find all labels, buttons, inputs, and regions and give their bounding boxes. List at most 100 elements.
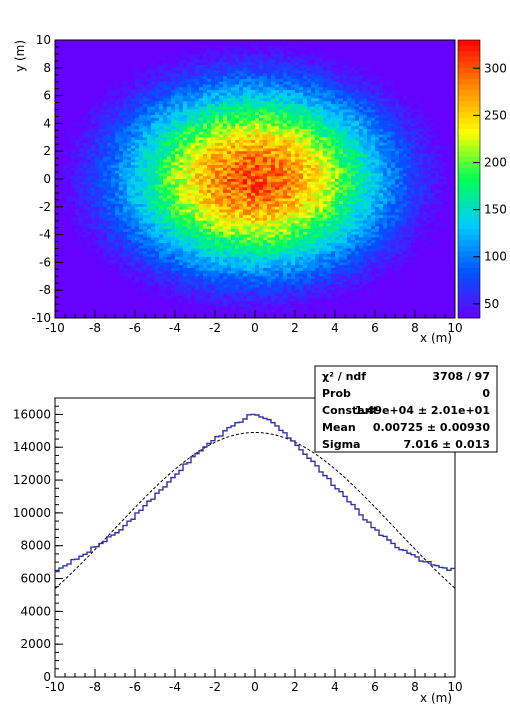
heatmap-cell: [235, 78, 240, 82]
heatmap-cell: [391, 140, 396, 144]
heatmap-cell: [243, 112, 248, 116]
heatmap-cell: [223, 51, 228, 55]
heatmap-cell: [399, 117, 404, 121]
heatmap-cell: [407, 45, 412, 49]
heatmap-cell: [363, 120, 368, 124]
heatmap-cell: [375, 90, 380, 94]
heatmap-cell: [135, 123, 140, 127]
heatmap-cell: [159, 145, 164, 149]
heatmap-cell: [163, 131, 168, 135]
heatmap-cell: [399, 153, 404, 158]
heatmap-cell: [99, 123, 104, 127]
heatmap-cell: [319, 42, 324, 46]
heatmap-cell: [123, 176, 128, 180]
heatmap-cell: [295, 67, 300, 71]
heatmap-cell: [155, 162, 160, 166]
heatmap-cell: [295, 134, 300, 138]
heatmap-cell: [287, 142, 292, 146]
heatmap-cell: [339, 95, 344, 99]
heatmap-cell: [215, 51, 220, 55]
heatmap-cell: [315, 115, 320, 119]
heatmap-cell: [307, 120, 312, 124]
heatmap-cell: [263, 70, 268, 74]
heatmap-cell: [167, 76, 172, 80]
heatmap-cell: [267, 95, 272, 99]
heatmap-cell: [391, 109, 396, 113]
heatmap-cell: [115, 137, 120, 141]
heatmap-cell: [259, 59, 264, 63]
heatmap-cell: [111, 142, 116, 146]
heatmap-cell: [79, 148, 84, 152]
heatmap-cell: [203, 142, 208, 146]
heatmap-cell: [427, 87, 432, 91]
heatmap-cell: [415, 167, 420, 171]
heatmap-cell: [259, 170, 264, 174]
heatmap-cell: [331, 123, 336, 127]
heatmap-cell: [291, 67, 296, 71]
heatmap-cell: [347, 73, 352, 77]
heatmap-cell: [259, 95, 264, 99]
heatmap-cell: [167, 140, 172, 144]
heatmap-cell: [179, 92, 184, 96]
heatmap-cell: [263, 142, 268, 146]
heatmap-cell: [311, 165, 316, 169]
heatmap-cell: [103, 73, 108, 77]
heatmap-cell: [383, 45, 388, 49]
heatmap-cell: [411, 126, 416, 130]
heatmap-cell: [375, 120, 380, 124]
heatmap-cell: [415, 170, 420, 174]
heatmap-cell: [255, 123, 260, 127]
heatmap-cell: [115, 173, 120, 177]
heatmap-cell: [271, 84, 276, 88]
heatmap-cell: [271, 73, 276, 77]
heatmap-cell: [299, 87, 304, 91]
heatmap-cell: [63, 156, 68, 160]
heatmap-cell: [203, 140, 208, 144]
heatmap-cell: [283, 115, 288, 119]
heatmap-cell: [59, 101, 64, 105]
heatmap-cell: [207, 151, 212, 155]
heatmap-cell: [127, 112, 132, 116]
heatmap-cell: [187, 115, 192, 119]
heatmap-cell: [63, 40, 68, 44]
heatmap-cell: [167, 137, 172, 141]
heatmap-cell: [331, 59, 336, 63]
heatmap-cell: [319, 48, 324, 52]
heatmap-cell: [243, 145, 248, 149]
heatmap-cell: [215, 87, 220, 91]
heatmap-cell: [211, 76, 216, 80]
heatmap-cell: [159, 101, 164, 105]
heatmap-cell: [423, 40, 428, 44]
heatmap-cell: [291, 145, 296, 149]
heatmap-cell: [239, 51, 244, 55]
heatmap-cell: [363, 115, 368, 119]
heatmap-cell: [291, 42, 296, 46]
heatmap-cell: [211, 123, 216, 127]
heatmap-cell: [71, 103, 76, 108]
heatmap-cell: [111, 156, 116, 160]
heatmap-cell: [215, 70, 220, 74]
heatmap-cell: [55, 76, 60, 80]
heatmap-cell: [271, 162, 276, 166]
heatmap-cell: [299, 173, 304, 177]
heatmap-cell: [303, 170, 308, 174]
heatmap-cell: [367, 70, 372, 74]
heatmap-cell: [247, 90, 252, 94]
heatmap-cell: [191, 156, 196, 160]
heatmap-cell: [107, 159, 112, 163]
heatmap-cell: [235, 128, 240, 133]
heatmap-cell: [307, 45, 312, 49]
heatmap-cell: [283, 145, 288, 149]
heatmap-cell: [355, 153, 360, 158]
heatmap-cell: [235, 123, 240, 127]
heatmap-cell: [127, 165, 132, 169]
heatmap-cell: [119, 126, 124, 130]
heatmap-cell: [299, 128, 304, 133]
heatmap-cell: [59, 165, 64, 169]
heatmap-cell: [231, 167, 236, 171]
heatmap-cell: [439, 51, 444, 55]
heatmap-cell: [403, 45, 408, 49]
heatmap-cell: [399, 128, 404, 133]
heatmap-cell: [63, 142, 68, 146]
heatmap-cell: [183, 148, 188, 152]
